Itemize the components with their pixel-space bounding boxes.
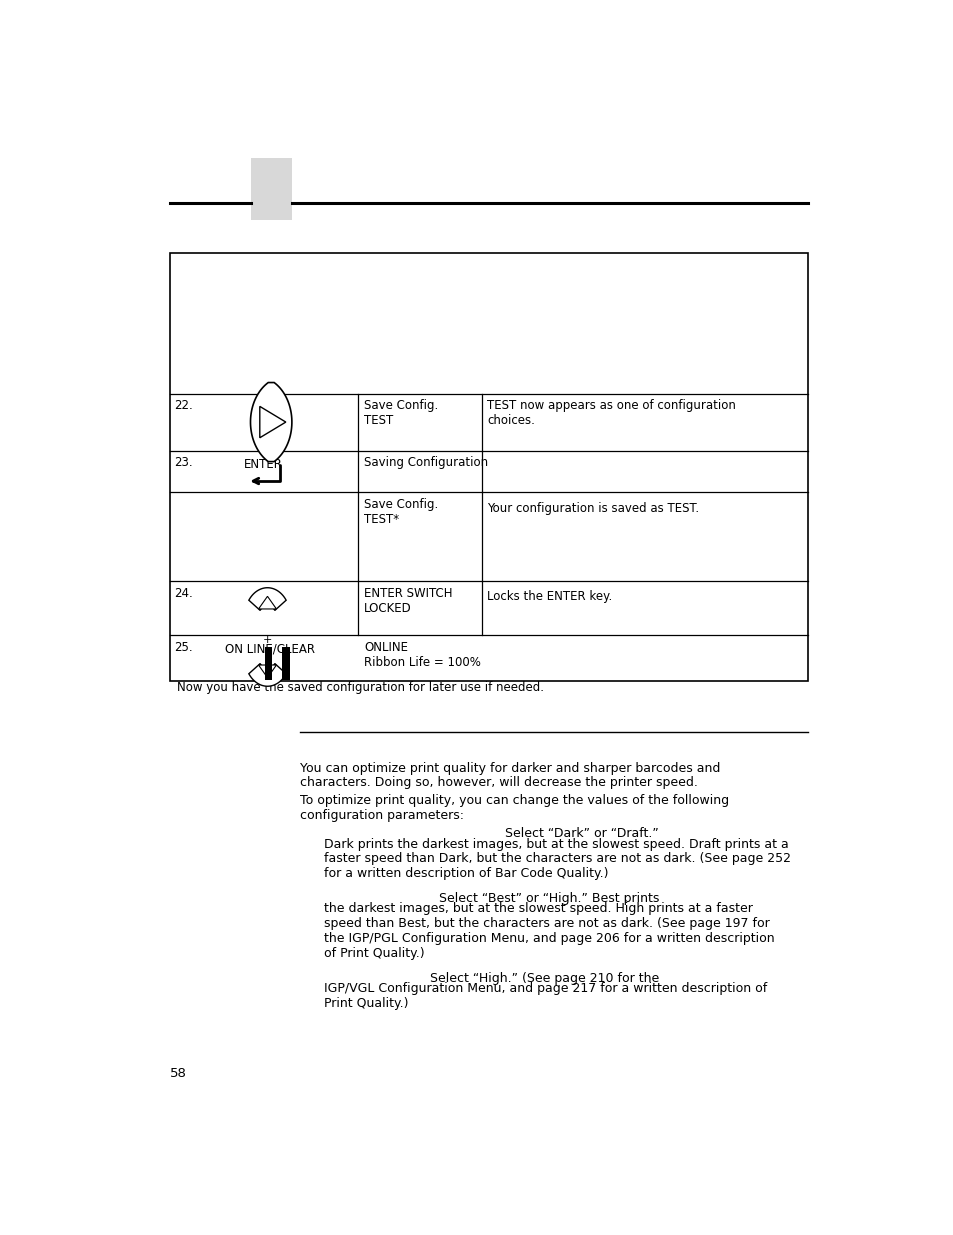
Polygon shape (251, 383, 292, 462)
Text: Saving Configuration: Saving Configuration (364, 456, 488, 469)
Polygon shape (259, 406, 286, 437)
Text: TEST now appears as one of configuration
choices.: TEST now appears as one of configuration… (487, 399, 736, 427)
Text: the darkest images, but at the slowest speed. High prints at a faster: the darkest images, but at the slowest s… (324, 903, 752, 915)
Polygon shape (258, 664, 276, 678)
Text: 25.: 25. (173, 641, 193, 653)
Text: Locks the ENTER key.: Locks the ENTER key. (487, 590, 612, 604)
Polygon shape (249, 663, 286, 687)
Polygon shape (249, 588, 286, 610)
Text: configuration parameters:: configuration parameters: (300, 809, 464, 821)
Text: the IGP/PGL Configuration Menu, and page 206 for a written description: the IGP/PGL Configuration Menu, and page… (324, 931, 774, 945)
Text: Select “Best” or “High.” Best prints: Select “Best” or “High.” Best prints (438, 892, 659, 905)
Text: faster speed than Dark, but the characters are not as dark. (See page 252: faster speed than Dark, but the characte… (324, 852, 790, 866)
Text: Select “High.” (See page 210 for the: Select “High.” (See page 210 for the (429, 972, 659, 984)
Text: of Print Quality.): of Print Quality.) (324, 946, 424, 960)
Text: Dark prints the darkest images, but at the slowest speed. Draft prints at a: Dark prints the darkest images, but at t… (324, 837, 788, 851)
Text: You can optimize print quality for darker and sharper barcodes and: You can optimize print quality for darke… (300, 762, 720, 774)
Text: 22.: 22. (173, 399, 193, 412)
Text: ENTER: ENTER (243, 458, 282, 472)
Text: Select “Dark” or “Draft.”: Select “Dark” or “Draft.” (505, 827, 659, 840)
Text: 23.: 23. (173, 456, 193, 469)
Text: 58: 58 (170, 1067, 186, 1079)
Text: Now you have the saved configuration for later use if needed.: Now you have the saved configuration for… (176, 680, 543, 694)
Bar (170, 253, 807, 680)
Text: ONLINE
Ribbon Life = 100%: ONLINE Ribbon Life = 100% (364, 641, 480, 669)
Text: 24.: 24. (173, 587, 193, 599)
Bar (251, 158, 292, 220)
Text: Print Quality.): Print Quality.) (324, 997, 408, 1010)
Text: for a written description of Bar Code Quality.): for a written description of Bar Code Qu… (324, 867, 608, 881)
Polygon shape (258, 597, 276, 609)
Text: IGP/VGL Configuration Menu, and page 217 for a written description of: IGP/VGL Configuration Menu, and page 217… (324, 982, 766, 995)
Text: ENTER SWITCH
LOCKED: ENTER SWITCH LOCKED (364, 587, 452, 615)
Text: Your configuration is saved as TEST.: Your configuration is saved as TEST. (487, 501, 699, 515)
Text: speed than Best, but the characters are not as dark. (See page 197 for: speed than Best, but the characters are … (324, 918, 769, 930)
Text: Save Config.
TEST: Save Config. TEST (364, 399, 437, 427)
Text: ON LINE/CLEAR: ON LINE/CLEAR (225, 642, 314, 656)
Text: Save Config.
TEST*: Save Config. TEST* (364, 498, 437, 526)
Bar (264, 647, 272, 679)
Text: characters. Doing so, however, will decrease the printer speed.: characters. Doing so, however, will decr… (300, 777, 698, 789)
Text: To optimize print quality, you can change the values of the following: To optimize print quality, you can chang… (300, 794, 729, 806)
Bar (282, 647, 290, 679)
Text: +: + (262, 635, 272, 645)
